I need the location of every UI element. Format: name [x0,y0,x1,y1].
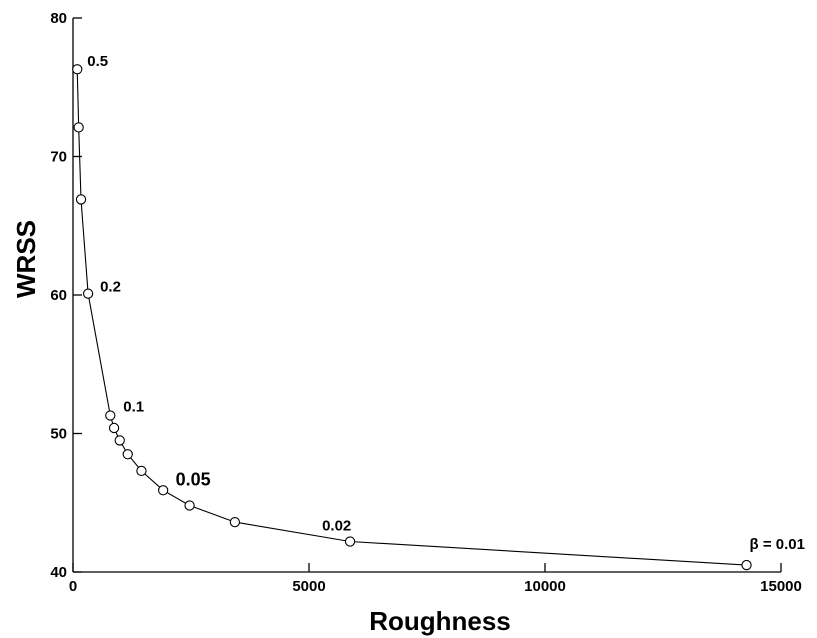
data-point [136,465,147,477]
data-point [741,559,752,571]
annotations-group: 0.5 0.2 0.1 0.05 0.02 β = 0.01 [87,53,805,553]
data-point [105,410,116,421]
data-point [229,516,241,528]
point-annotation: 0.5 [87,53,108,70]
point-annotation: 0.05 [176,470,211,490]
x-tick-label: 5000 [292,578,325,595]
data-point [158,485,169,496]
x-axis-title: Roughness [369,606,511,636]
data-point [344,536,356,547]
y-tick-label: 60 [50,287,67,304]
point-annotation: 0.1 [123,398,144,415]
series-group [72,64,752,571]
y-axis-title: WRSS [11,220,41,298]
data-point [73,122,84,133]
x-ticks: 0 5000 10000 15000 [69,563,802,595]
x-tick-label: 0 [69,578,77,595]
point-annotation: 0.02 [322,518,351,535]
x-tick-label: 10000 [524,578,566,595]
data-point [184,500,195,511]
point-annotation: β = 0.01 [750,536,805,553]
x-tick-label: 15000 [760,578,802,595]
data-point [72,64,83,75]
point-annotation: 0.2 [100,279,121,296]
y-ticks: 40 50 60 70 80 [50,10,82,581]
series-line [76,69,747,566]
y-tick-label: 80 [50,10,67,27]
y-tick-label: 40 [50,564,67,581]
y-tick-label: 70 [50,149,67,166]
data-point [82,288,94,299]
data-point [114,435,125,446]
data-point [122,449,133,460]
data-point [108,422,120,434]
data-point [75,194,87,205]
y-tick-label: 50 [50,426,67,443]
